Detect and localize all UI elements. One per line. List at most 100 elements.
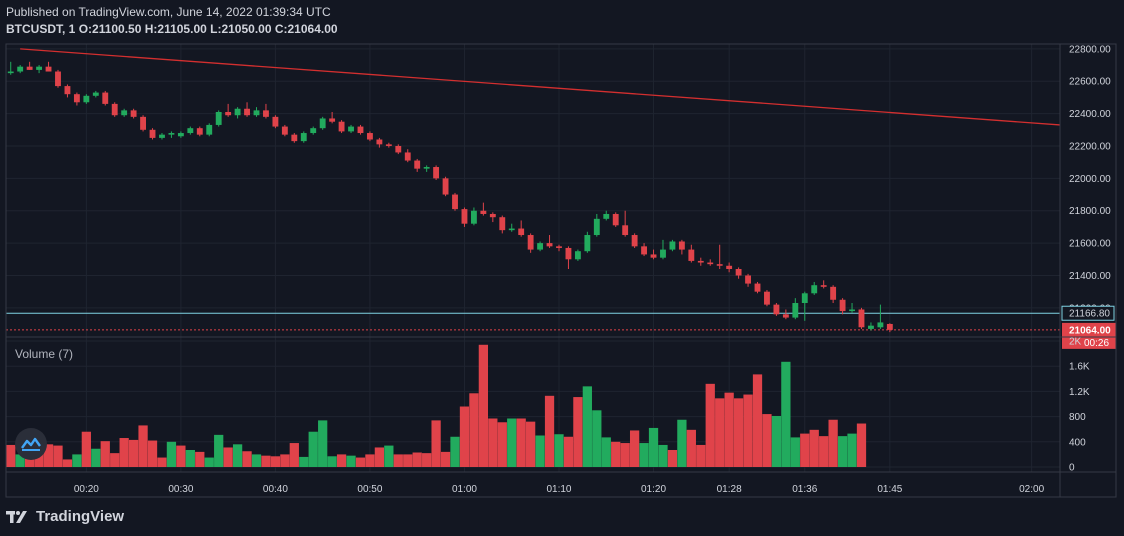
- volume-indicator-label: Volume (7): [15, 347, 74, 361]
- candle-body: [603, 213, 610, 219]
- volume-bar: [195, 451, 205, 467]
- candle: [414, 158, 421, 172]
- volume-bar: [715, 398, 725, 467]
- volume-bar: [582, 386, 592, 467]
- volume-bar: [535, 435, 545, 467]
- price-tick-label: 21400.00: [1069, 271, 1111, 282]
- volume-bar: [422, 453, 432, 467]
- candle-body: [433, 167, 440, 179]
- candle: [7, 61, 14, 75]
- volume-bar: [639, 443, 649, 467]
- candle-body: [92, 92, 99, 96]
- candle-body: [830, 286, 837, 300]
- candle-body: [244, 108, 250, 116]
- volume-bar: [128, 439, 139, 467]
- volume-bar: [686, 429, 696, 467]
- trendline-layer: [6, 48, 1061, 331]
- volume-bar: [781, 361, 791, 467]
- candle: [745, 273, 751, 287]
- candle: [187, 126, 194, 135]
- volume-bar: [800, 433, 810, 467]
- candle-body: [877, 322, 884, 328]
- volume-bar: [403, 454, 413, 467]
- volume-bar: [147, 440, 158, 467]
- volume-bar: [592, 410, 602, 467]
- volume-bar: [365, 454, 375, 467]
- price-tick-label: 21800.00: [1069, 206, 1111, 217]
- volume-bar: [469, 393, 479, 467]
- candles: [7, 61, 893, 333]
- volume-bar: [620, 443, 630, 467]
- candle: [367, 131, 373, 142]
- candle: [508, 223, 515, 232]
- candle: [140, 115, 146, 132]
- candle: [281, 124, 288, 137]
- volume-bar: [752, 374, 763, 467]
- candle: [442, 176, 449, 197]
- symbol-label: BTCUSDT, 1: [6, 22, 76, 36]
- volume-bar: [677, 419, 687, 467]
- candle: [253, 107, 260, 117]
- candle: [244, 102, 250, 117]
- candle-body: [470, 210, 477, 224]
- candle: [716, 244, 723, 270]
- candle-body: [622, 225, 629, 236]
- candle-body: [83, 95, 90, 103]
- volume-bar: [166, 441, 177, 467]
- volume-bar: [847, 433, 857, 467]
- candle-body: [263, 110, 269, 117]
- volume-bar: [270, 456, 281, 467]
- volume-bar: [544, 395, 555, 467]
- candle-body: [395, 145, 402, 153]
- candle-body: [508, 228, 515, 231]
- volume-bar: [289, 443, 299, 467]
- time-tick-label: 01:00: [452, 484, 477, 495]
- volume-bar: [573, 397, 583, 467]
- price-tick-label: 22000.00: [1069, 174, 1111, 185]
- candle-body: [593, 218, 600, 236]
- last-price-label: 21064.00: [1069, 325, 1111, 336]
- candle-body: [177, 133, 184, 137]
- horizontal-line-price-label: 21166.80: [1069, 309, 1110, 320]
- candle: [489, 212, 496, 223]
- candle-body: [272, 116, 279, 127]
- candle: [385, 142, 392, 148]
- volume-bar: [459, 406, 470, 467]
- candle: [102, 90, 109, 106]
- candle: [177, 131, 184, 138]
- candle-body: [140, 116, 146, 130]
- candle: [111, 102, 118, 117]
- tradingview-badge[interactable]: [15, 428, 47, 460]
- candle: [801, 291, 808, 321]
- volume-tick-label: 0: [1069, 463, 1075, 474]
- candle: [452, 192, 458, 211]
- volume-bar: [648, 427, 659, 467]
- volume-bar: [563, 436, 574, 467]
- candle-body: [36, 66, 43, 70]
- volume-bar: [251, 454, 262, 467]
- candle: [697, 257, 704, 266]
- volume-bar: [280, 454, 290, 467]
- candle: [92, 90, 99, 98]
- candle: [641, 243, 648, 257]
- volume-bar: [771, 415, 782, 467]
- volume-bar: [629, 430, 640, 467]
- time-tick-label: 00:50: [357, 484, 382, 495]
- candle-body: [121, 110, 128, 116]
- candle-body: [130, 110, 137, 117]
- candle-body: [55, 71, 61, 87]
- candle-body: [281, 126, 288, 135]
- volume-bar: [601, 437, 611, 467]
- candle-body: [792, 303, 799, 318]
- candle: [527, 233, 534, 253]
- volume-bar: [100, 441, 110, 467]
- footer-brand[interactable]: TradingView: [6, 508, 124, 525]
- volume-bar: [837, 436, 848, 467]
- volume-bar: [355, 457, 366, 467]
- volume-bar: [232, 444, 243, 467]
- candle-body: [64, 86, 71, 95]
- candle-body: [745, 275, 751, 284]
- candle-body: [678, 241, 685, 250]
- candle: [461, 207, 468, 227]
